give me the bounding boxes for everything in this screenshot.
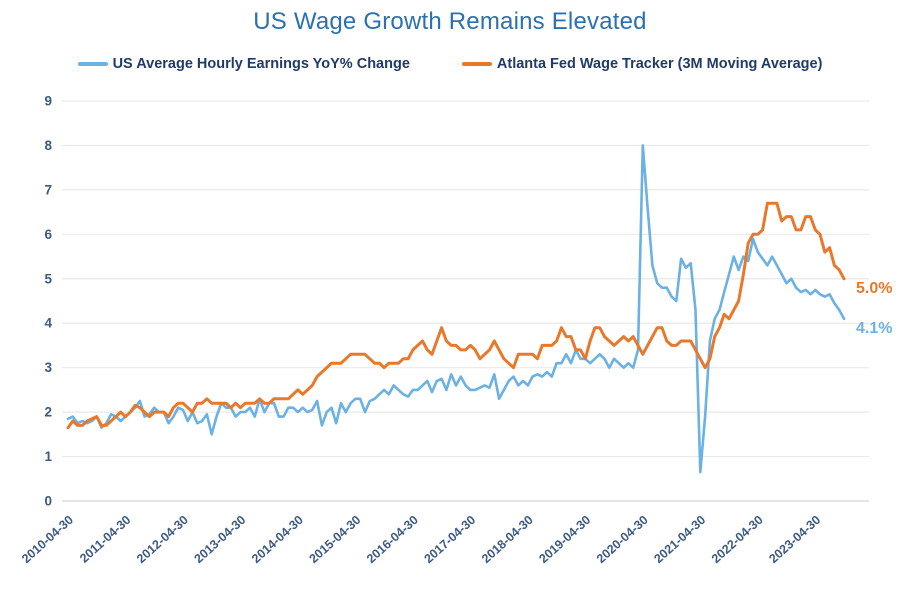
x-axis-tick-label: 2018-04-30	[479, 513, 536, 566]
x-axis-tick-label: 2014-04-30	[249, 513, 306, 566]
legend-item-hourly-earnings: US Average Hourly Earnings YoY% Change	[77, 56, 410, 72]
y-axis-tick-label: 0	[44, 494, 52, 509]
x-axis-tick-label: 2013-04-30	[192, 513, 249, 566]
x-axis-tick-label: 2020-04-30	[594, 513, 651, 566]
y-axis-tick-label: 2	[44, 405, 52, 420]
blue-line-swatch-icon	[77, 62, 108, 66]
x-axis-tick-label: 2010-04-30	[19, 513, 76, 566]
x-axis-tick-label: 2023-04-30	[766, 513, 823, 566]
y-axis-tick-label: 1	[44, 449, 52, 464]
legend: US Average Hourly Earnings YoY% Change A…	[0, 56, 900, 72]
x-axis-tick-label: 2017-04-30	[421, 513, 478, 566]
y-axis-tick-label: 4	[44, 316, 52, 331]
x-axis-tick-label: 2021-04-30	[651, 513, 708, 566]
orange-line-swatch-icon	[461, 62, 492, 66]
legend-label-atlanta-fed: Atlanta Fed Wage Tracker (3M Moving Aver…	[496, 56, 823, 72]
x-axis-tick-label: 2012-04-30	[134, 513, 191, 566]
y-axis-tick-label: 6	[44, 227, 52, 242]
x-axis-tick-label: 2019-04-30	[536, 513, 593, 566]
x-axis-tick-label: 2015-04-30	[307, 513, 364, 566]
chart-title: US Wage Growth Remains Elevated	[253, 8, 647, 35]
atlanta-fed-wage-tracker-line	[66, 201, 846, 430]
y-axis-tick-label: 3	[44, 360, 52, 375]
legend-label-hourly-earnings: US Average Hourly Earnings YoY% Change	[112, 56, 410, 72]
y-axis-tick-label: 5	[44, 271, 52, 286]
hourly-earnings-line	[66, 144, 846, 474]
x-axis-tick-label: 2022-04-30	[709, 513, 766, 566]
y-axis-tick-label: 8	[44, 138, 52, 153]
blue-series-end-label: 4.1%	[856, 319, 893, 337]
x-axis-tick-label: 2016-04-30	[364, 513, 421, 566]
legend-item-atlanta-fed: Atlanta Fed Wage Tracker (3M Moving Aver…	[461, 56, 823, 72]
y-axis-tick-label: 9	[44, 94, 52, 109]
x-axis-tick-label: 2011-04-30	[77, 513, 133, 566]
y-axis-tick-label: 7	[44, 182, 52, 197]
orange-series-end-label: 5.0%	[856, 279, 893, 297]
